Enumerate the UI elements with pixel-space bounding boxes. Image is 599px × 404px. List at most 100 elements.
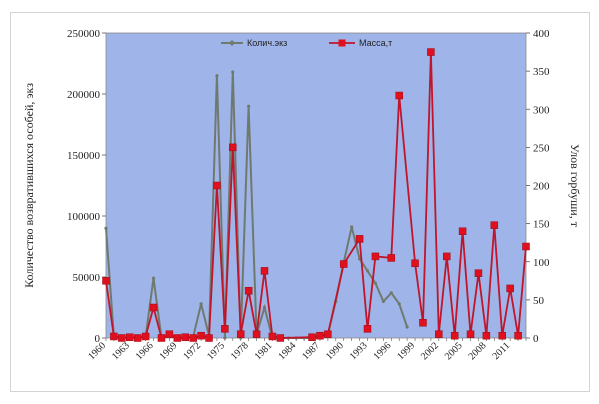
series-mass-point (197, 331, 205, 340)
series-count-point (215, 74, 219, 78)
series-layer (102, 48, 530, 342)
chart-svg: 0 50000 100000 150000 200000 250000 0 50 100 150 2… (22, 28, 582, 362)
series-mass-point (435, 330, 443, 338)
series-mass-point (339, 260, 348, 268)
series-mass-point (427, 48, 435, 56)
series-mass-point (205, 334, 213, 342)
series-mass-point (236, 330, 245, 338)
series-mass-point (395, 91, 403, 100)
series-count-point (104, 226, 108, 230)
series-mass-point (252, 330, 261, 338)
y-axis-left-label: Количество возвратившихся особей, экз (22, 83, 36, 288)
series-count-point (151, 276, 156, 280)
series-count-point (405, 325, 409, 329)
y-right-tick-label: 100 (533, 257, 550, 269)
series-mass-point (110, 332, 118, 341)
series-mass-point (355, 235, 364, 243)
x-tick-label: 2002 (419, 340, 441, 362)
y-left-tick-label: 50000 (73, 272, 101, 284)
x-tick-label: 1978 (229, 340, 251, 362)
series-mass-point (387, 254, 396, 262)
series-mass-point (490, 221, 499, 229)
series-mass-point (498, 331, 506, 340)
series-mass-point (268, 332, 277, 341)
series-mass-point (316, 331, 324, 340)
series-count-point (223, 336, 227, 340)
series-mass-point (126, 333, 134, 341)
series-mass-point (522, 242, 530, 251)
series-mass-point (157, 334, 166, 342)
x-tick-label: 1990 (324, 340, 346, 362)
series-count-point (231, 70, 235, 74)
series-mass-point (324, 330, 332, 338)
y-right-tick-label: 150 (533, 219, 550, 231)
legend-marker-mass (338, 39, 346, 47)
y-left-tick-label: 250000 (67, 28, 101, 40)
series-count-point (350, 225, 354, 229)
y-left-tick-label: 200000 (67, 89, 101, 101)
y-left-tick-label: 150000 (67, 150, 101, 162)
series-mass-point (165, 330, 174, 338)
series-mass-point (411, 259, 419, 268)
series-mass-point (229, 143, 237, 152)
series-mass-point (443, 252, 451, 261)
series-mass-point (482, 331, 491, 340)
y-right-tick-label: 250 (533, 142, 550, 154)
legend: Колич.экз Масса,т (221, 38, 392, 48)
plot-area (105, 32, 527, 339)
series-count-point (199, 302, 203, 306)
y-right-tick-label: 0 (533, 333, 539, 345)
series-mass-point (149, 303, 158, 312)
x-tick-label: 1999 (395, 340, 417, 362)
series-mass-point (181, 333, 189, 341)
x-tick-label: 1966 (134, 340, 156, 362)
x-tick-label: 1996 (371, 340, 393, 362)
series-mass-point (450, 331, 459, 340)
x-tick-label: 2005 (443, 340, 465, 362)
y-right-tick-label: 200 (533, 181, 550, 193)
series-count-point (389, 291, 393, 295)
series-mass-point (118, 334, 126, 342)
y-left-tick-label: 100000 (67, 211, 101, 223)
series-mass-point (213, 181, 221, 190)
x-tick-label: 1981 (253, 340, 275, 362)
series-mass-point (141, 332, 150, 341)
series-mass-point (474, 269, 483, 277)
x-tick-label: 1987 (300, 340, 322, 362)
series-mass-point (514, 331, 522, 340)
series-count-point (397, 302, 401, 306)
x-tick-label: 2008 (467, 340, 489, 362)
series-mass-point (133, 334, 142, 342)
x-tick-label: 1960 (86, 340, 108, 362)
series-mass-point (173, 334, 182, 342)
series-count-point (247, 104, 251, 108)
x-tick-label: 1975 (205, 340, 227, 362)
series-mass-point (371, 252, 380, 261)
series-mass-point (308, 333, 316, 341)
legend-label-count: Колич.экз (247, 38, 287, 48)
series-mass-point (466, 330, 475, 338)
series-mass-point (102, 277, 110, 285)
x-tick-label: 1984 (276, 340, 298, 362)
series-count-point (262, 305, 267, 310)
series-mass-point (260, 267, 269, 275)
x-tick-label: 1963 (110, 340, 132, 362)
y-axis-right-label: Улов горбуши, т (568, 144, 582, 228)
series-mass-point (244, 286, 253, 295)
series-mass-point (506, 284, 514, 293)
series-count-point (381, 299, 385, 303)
series-mass-point (189, 334, 197, 342)
y-right-tick-label: 300 (533, 104, 550, 116)
series-mass-point (458, 227, 467, 235)
series-mass-point (221, 325, 229, 333)
series-mass-point (363, 325, 372, 333)
x-tick-label: 1972 (181, 340, 203, 362)
series-count-point (373, 281, 378, 285)
series-mass-point (276, 334, 285, 342)
x-tick-label: 1969 (158, 340, 180, 362)
series-mass-point (419, 319, 427, 327)
chart-card: 0 50000 100000 150000 200000 250000 0 50 100 150 2… (10, 12, 590, 392)
x-tick-label: 2011 (491, 340, 513, 362)
series-count-point (365, 269, 370, 273)
